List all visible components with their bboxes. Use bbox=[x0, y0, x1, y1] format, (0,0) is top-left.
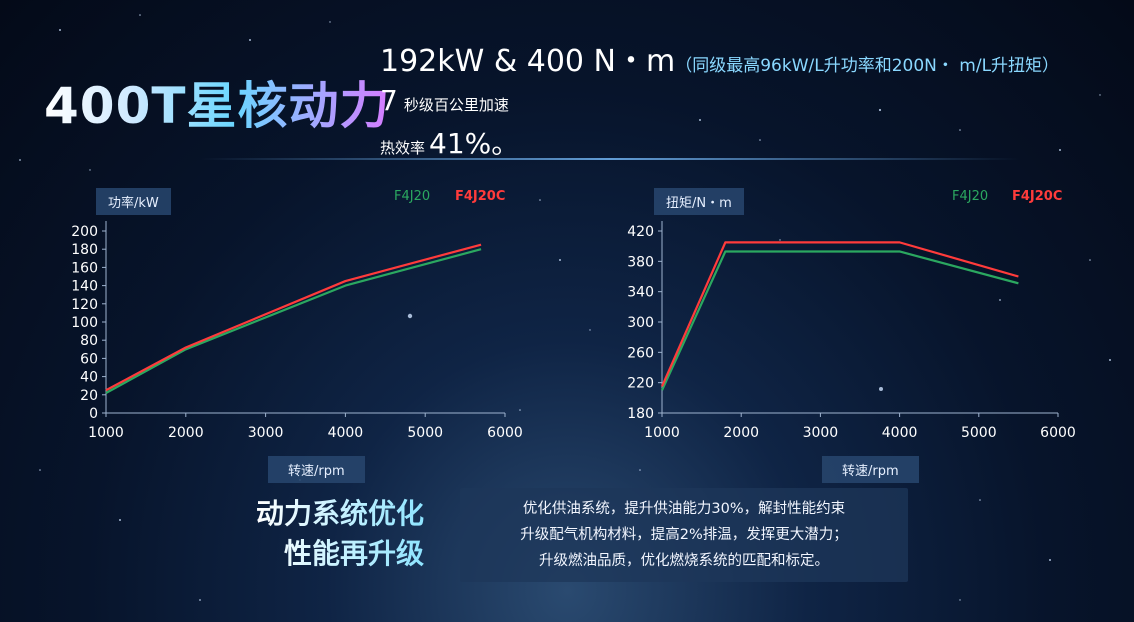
promo-title-line1: 动力系统优化 bbox=[255, 497, 424, 530]
torque-y-tick-label: 180 bbox=[627, 406, 654, 422]
promo-title: 动力系统优化 性能再升级 bbox=[256, 494, 424, 574]
power-y-tick-label: 140 bbox=[71, 279, 98, 295]
power-y-tick-label: 80 bbox=[80, 333, 98, 349]
power-x-tick-label: 2000 bbox=[168, 425, 204, 441]
torque-x-tick-label: 3000 bbox=[803, 425, 839, 441]
power-y-tick-label: 100 bbox=[71, 315, 98, 331]
torque-x-tick-label: 5000 bbox=[961, 425, 997, 441]
torque-legend-f4j20c: F4J20C bbox=[1012, 189, 1063, 204]
power-ylabel: 功率/kW bbox=[96, 188, 171, 215]
accel-value: 7 bbox=[380, 84, 398, 117]
torque-xlabel: 转速/rpm bbox=[822, 456, 919, 483]
promo-line: 优化供油系统，提升供油能力30%，解封性能约束 bbox=[522, 501, 846, 517]
power-y-tick-label: 0 bbox=[89, 406, 98, 422]
efficiency-value: 41%。 bbox=[429, 127, 520, 160]
power-x-tick-label: 5000 bbox=[407, 425, 443, 441]
power-y-tick-label: 200 bbox=[71, 224, 98, 240]
power-y-tick-label: 160 bbox=[71, 260, 98, 276]
page-title: 400T星核动力 bbox=[44, 66, 390, 138]
power-xlabel: 转速/rpm bbox=[268, 456, 365, 483]
power-legend-f4j20: F4J20 bbox=[394, 189, 431, 204]
power-y-tick-label: 20 bbox=[80, 388, 98, 404]
spec-main: 192kW & 400 N・m bbox=[380, 44, 676, 79]
power-series-line-f4j20c bbox=[105, 243, 482, 392]
torque-x-tick-label: 1000 bbox=[644, 425, 680, 441]
accel-text: 秒级百公里加速 bbox=[403, 96, 509, 114]
torque-y-tick-label: 300 bbox=[627, 315, 654, 331]
torque-x-tick-label: 6000 bbox=[1040, 425, 1076, 441]
power-series-line-f4j20 bbox=[105, 248, 482, 394]
torque-ylabel: 扭矩/N・m bbox=[654, 188, 744, 215]
thermal-efficiency-spec: 热效率 41%。 bbox=[380, 122, 519, 162]
power-x-tick-label: 4000 bbox=[328, 425, 364, 441]
promo-line: 升级配气机构材料，提高2%排温，发挥更大潜力； bbox=[520, 527, 848, 543]
torque-y-tick-label: 340 bbox=[627, 285, 654, 301]
power-x-tick-label: 1000 bbox=[88, 425, 124, 441]
divider-glow-line bbox=[200, 158, 1020, 160]
torque-series-line-f4j20c bbox=[660, 241, 1019, 387]
spec-note: （同级最高96kW/L升功率和200N・ m/L升扭矩） bbox=[675, 56, 1060, 76]
efficiency-label: 热效率 bbox=[380, 139, 426, 157]
power-x-tick-label: 3000 bbox=[248, 425, 284, 441]
power-x-tick-label: 6000 bbox=[487, 425, 523, 441]
power-y-tick-label: 40 bbox=[80, 370, 98, 386]
power-torque-spec: 192kW & 400 N・m（同级最高96kW/L升功率和200N・ m/L升… bbox=[380, 36, 1059, 80]
torque-y-tick-label: 220 bbox=[627, 376, 654, 392]
power-y-tick-label: 180 bbox=[71, 242, 98, 258]
acceleration-spec: 7 秒级百公里加速 bbox=[380, 84, 509, 117]
power-y-tick-label: 120 bbox=[71, 297, 98, 313]
power-y-tick-label: 60 bbox=[80, 351, 98, 367]
promo-line: 升级燃油品质，优化燃烧系统的匹配和标定。 bbox=[539, 553, 829, 569]
torque-x-tick-label: 4000 bbox=[882, 425, 918, 441]
torque-legend-f4j20: F4J20 bbox=[952, 189, 989, 204]
torque-x-tick-label: 2000 bbox=[723, 425, 759, 441]
promo-description-box: 优化供油系统，提升供油能力30%，解封性能约束 升级配气机构材料，提高2%排温，… bbox=[460, 488, 908, 582]
torque-y-tick-label: 420 bbox=[627, 224, 654, 240]
promo-title-line2: 性能再升级 bbox=[283, 537, 424, 570]
torque-y-tick-label: 260 bbox=[627, 345, 654, 361]
torque-y-tick-label: 380 bbox=[627, 254, 654, 270]
power-legend-f4j20c: F4J20C bbox=[455, 189, 506, 204]
torque-series-line-f4j20 bbox=[660, 250, 1019, 391]
